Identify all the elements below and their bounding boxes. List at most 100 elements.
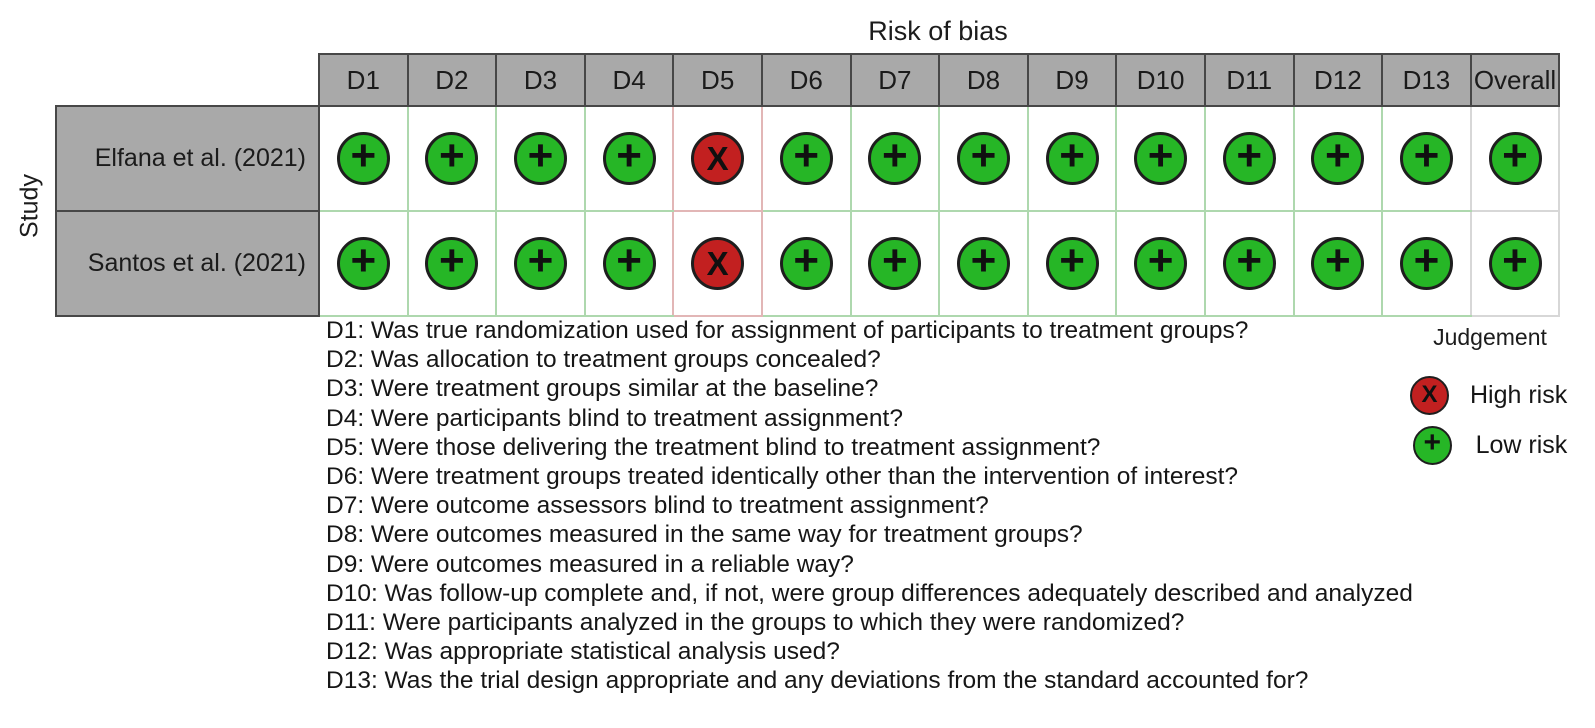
judgement-circle: + — [1045, 132, 1099, 185]
judgement-circle: + — [513, 132, 567, 185]
column-header-d3: D3 — [495, 53, 586, 107]
column-header-d10: D10 — [1115, 53, 1206, 107]
judgement-cell: + — [1203, 210, 1295, 317]
column-header-d9: D9 — [1026, 53, 1118, 107]
study-axis-label: Study — [15, 174, 44, 238]
judgement-circle: + — [602, 237, 656, 290]
question-line: D3: Were treatment groups similar at the… — [326, 375, 879, 403]
judgement-cell: + — [1292, 210, 1384, 317]
question-line: D9: Were outcomes measured in a reliable… — [326, 550, 854, 578]
legend-label: High risk — [1470, 380, 1568, 409]
column-header-d11: D11 — [1203, 53, 1295, 107]
judgement-circle: + — [1488, 132, 1542, 185]
study-row: Elfana et al. (2021) + + + + X + + + + +… — [55, 105, 1561, 212]
judgement-cell: + — [495, 105, 586, 212]
judgement-cell: + — [1381, 210, 1472, 317]
judgement-cell: + — [938, 210, 1029, 317]
judgement-circle: + — [425, 132, 479, 185]
judgement-circle: + — [868, 237, 922, 290]
judgement-circle: X — [691, 237, 745, 290]
judgement-circle: + — [779, 237, 833, 290]
judgement-circle: + — [1134, 132, 1188, 185]
judgement-circle: + — [868, 132, 922, 185]
judgement-circle: + — [1399, 132, 1453, 185]
judgement-circle: + — [425, 237, 479, 290]
column-header-d8: D8 — [938, 53, 1029, 107]
judgement-cell: + — [1026, 105, 1118, 212]
judgement-cell: + — [849, 105, 941, 212]
low-risk-icon: + — [1412, 425, 1452, 465]
judgement-cell: + — [1115, 105, 1206, 212]
study-name: Santos et al. (2021) — [55, 210, 320, 317]
high-risk-icon: X — [1410, 375, 1449, 415]
question-line: D11: Were participants analyzed in the g… — [326, 609, 1185, 637]
judgement-circle: + — [1311, 132, 1365, 185]
judgement-cell: + — [760, 105, 852, 212]
judgement-cell: X — [672, 210, 763, 317]
judgement-cell: + — [583, 210, 675, 317]
judgement-circle: + — [513, 237, 567, 290]
judgement-circle: + — [1222, 132, 1276, 185]
judgement-cell: + — [318, 210, 409, 317]
study-row: Santos et al. (2021) + + + + X + + + + +… — [55, 210, 1561, 317]
study-name: Elfana et al. (2021) — [55, 105, 320, 212]
judgement-circle: + — [1399, 237, 1453, 290]
question-line: D1: Was true randomization used for assi… — [326, 317, 1249, 344]
traffic-light-table: D1 D2 D3 D4 D5 D6 D7 D8 D9 D10 D11 D12 D… — [55, 53, 1561, 317]
judgement-cell: + — [760, 210, 852, 317]
column-header-d5: D5 — [672, 53, 763, 107]
column-header-d12: D12 — [1292, 53, 1384, 107]
judgement-circle: + — [1134, 237, 1188, 290]
judgement-circle: + — [1045, 237, 1099, 290]
column-header-d1: D1 — [318, 53, 409, 107]
question-line: D8: Were outcomes measured in the same w… — [326, 521, 1083, 549]
judgement-cell: X — [672, 105, 763, 212]
column-header-d13: D13 — [1381, 53, 1472, 107]
judgement-circle: + — [1488, 237, 1542, 290]
judgement-cell: + — [1381, 105, 1472, 212]
judgement-circle: + — [602, 132, 656, 185]
column-header-overall: Overall — [1469, 53, 1561, 107]
chart-title: Risk of bias — [868, 16, 1008, 46]
judgement-cell: + — [1292, 105, 1384, 212]
judgement-circle: + — [779, 132, 833, 185]
question-line: D7: Were outcome assessors blind to trea… — [326, 492, 989, 520]
judgement-circle: + — [336, 132, 390, 185]
judgement-cell: + — [1026, 210, 1118, 317]
column-header-d6: D6 — [760, 53, 852, 107]
domain-questions: D1: Was true randomization used for assi… — [326, 316, 1413, 696]
question-line: D12: Was appropriate statistical analysi… — [326, 638, 840, 666]
judgement-circle: + — [956, 132, 1010, 185]
legend-item-high-risk: X High risk — [1410, 372, 1567, 418]
question-line: D13: Was the trial design appropriate an… — [326, 667, 1309, 695]
judgement-circle: + — [1311, 237, 1365, 290]
judgement-cell: + — [1203, 105, 1295, 212]
judgement-cell: + — [849, 210, 941, 317]
legend-title: Judgement — [1433, 324, 1547, 350]
question-line: D6: Were treatment groups treated identi… — [326, 463, 1239, 491]
corner-cell — [56, 54, 319, 106]
judgement-cell-overall: + — [1469, 210, 1561, 317]
question-line: D5: Were those delivering the treatment … — [326, 433, 1101, 461]
judgement-cell: + — [318, 105, 409, 212]
column-header-d7: D7 — [849, 53, 941, 107]
column-header-d2: D2 — [406, 53, 498, 107]
judgement-cell: + — [495, 210, 586, 317]
judgement-cell: + — [1115, 210, 1206, 317]
judgement-cell: + — [406, 105, 498, 212]
legend-item-low-risk: + Low risk — [1410, 422, 1567, 468]
judgement-circle: + — [956, 237, 1010, 290]
column-header-d4: D4 — [583, 53, 675, 107]
judgement-cell-overall: + — [1469, 105, 1561, 212]
judgement-cell: + — [938, 105, 1029, 212]
judgement-cell: + — [583, 105, 675, 212]
judgement-circle: X — [691, 132, 745, 185]
question-line: D2: Was allocation to treatment groups c… — [326, 346, 881, 374]
header-row: D1 D2 D3 D4 D5 D6 D7 D8 D9 D10 D11 D12 D… — [56, 53, 1561, 107]
judgement-circle: + — [1222, 237, 1276, 290]
judgement-cell: + — [406, 210, 498, 317]
question-line: D4: Were participants blind to treatment… — [326, 404, 903, 432]
judgement-circle: + — [336, 237, 390, 290]
legend: X High risk + Low risk — [1410, 372, 1567, 472]
